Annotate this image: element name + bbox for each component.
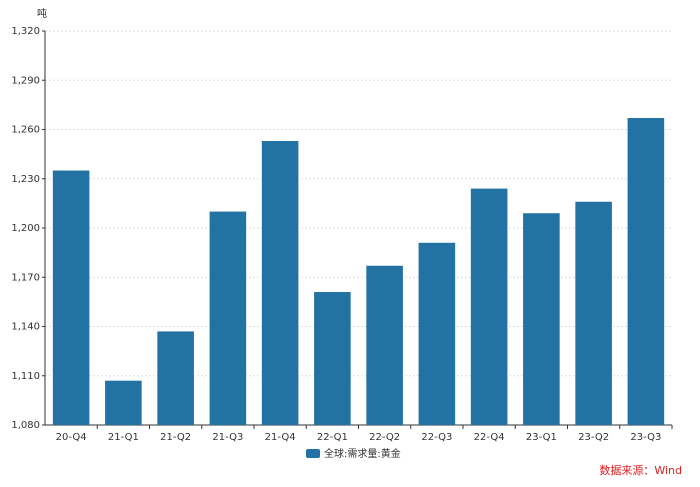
bar — [627, 118, 665, 425]
bar — [470, 188, 508, 425]
x-tick-label: 21-Q3 — [212, 432, 243, 443]
y-axis-unit: 吨 — [37, 7, 47, 20]
x-tick-label: 23-Q1 — [526, 432, 557, 443]
x-tick-label: 21-Q4 — [265, 432, 296, 443]
y-tick-label: 1,200 — [11, 223, 40, 234]
x-tick-label: 22-Q4 — [474, 432, 505, 443]
y-tick-label: 1,110 — [11, 371, 40, 382]
bar — [523, 213, 560, 425]
bar — [366, 265, 403, 425]
bar — [157, 331, 194, 425]
bar — [575, 201, 612, 425]
y-tick-label: 1,260 — [11, 125, 40, 136]
x-tick-label: 21-Q2 — [160, 432, 191, 443]
bar — [105, 380, 142, 425]
x-tick-label: 23-Q3 — [630, 432, 661, 443]
bar — [314, 292, 351, 425]
x-tick-label: 20-Q4 — [56, 432, 87, 443]
y-tick-label: 1,290 — [11, 75, 40, 86]
y-tick-label: 1,140 — [11, 322, 40, 333]
x-tick-label: 23-Q2 — [578, 432, 609, 443]
y-tick-label: 1,080 — [11, 420, 40, 431]
y-tick-label: 1,170 — [11, 272, 40, 283]
legend-swatch — [306, 449, 320, 458]
y-tick-label: 1,320 — [11, 26, 40, 37]
source-note: 数据来源：Wind — [599, 463, 682, 477]
bar — [418, 242, 456, 425]
y-tick-label: 1,230 — [11, 174, 40, 185]
x-tick-label: 22-Q3 — [421, 432, 452, 443]
x-tick-label: 21-Q1 — [108, 432, 139, 443]
bar — [209, 211, 247, 425]
x-tick-label: 22-Q2 — [369, 432, 400, 443]
x-tick-label: 22-Q1 — [317, 432, 348, 443]
bar — [52, 170, 90, 425]
legend-label: 全球:需求量:黄金 — [324, 447, 401, 460]
bar — [261, 140, 299, 425]
